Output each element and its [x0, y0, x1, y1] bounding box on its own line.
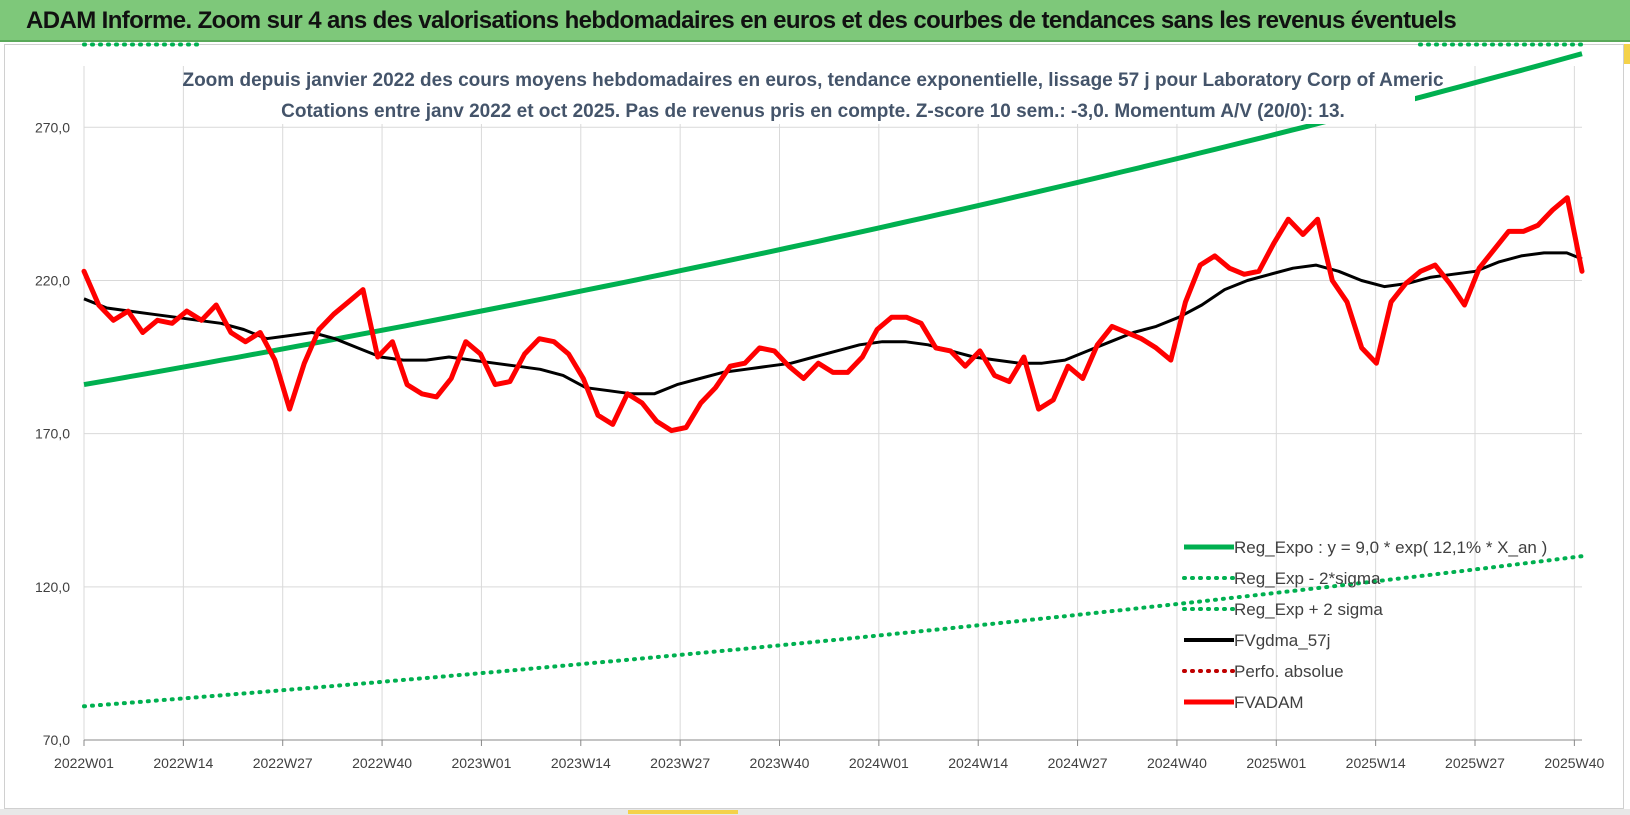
- x-tick-label: 2025W01: [1246, 755, 1306, 771]
- chart-frame: [4, 44, 1624, 809]
- subtitle-line-2: Cotations entre janv 2022 et oct 2025. P…: [281, 101, 1345, 122]
- y-tick-label: 70,0: [43, 732, 70, 748]
- report-title: ADAM Informe. Zoom sur 4 ans des valoris…: [26, 7, 1457, 34]
- y-tick-label: 120,0: [35, 579, 70, 595]
- subtitle-line-1: Zoom depuis janvier 2022 des cours moyen…: [182, 70, 1443, 91]
- x-tick-label: 2024W01: [849, 755, 909, 771]
- subtitle-background: [210, 58, 1415, 124]
- legend-label: FVADAM: [1234, 693, 1304, 712]
- x-tick-label: 2022W14: [153, 755, 213, 771]
- legend: Reg_Expo : y = 9,0 * exp( 12,1% * X_an )…: [1182, 538, 1547, 712]
- series-fvgdma-57j: [83, 251, 1583, 396]
- x-tick-label: 2022W01: [54, 755, 114, 771]
- series-reg-exp-2-sigma: [82, 554, 1584, 709]
- legend-label: Reg_Exp + 2 sigma: [1234, 600, 1383, 619]
- x-tick-label: 2024W14: [948, 755, 1008, 771]
- y-axis: 70,0 120,0 170,0 220,0 270,0: [35, 119, 70, 748]
- x-tick-label: 2025W40: [1544, 755, 1604, 771]
- x-tick-label: 2023W01: [451, 755, 511, 771]
- x-tick-label: 2023W40: [750, 755, 810, 771]
- x-tick-label: 2022W40: [352, 755, 412, 771]
- x-axis: 2022W01 2022W14 2022W27 2022W40 2023W01 2023W…: [54, 739, 1605, 771]
- y-tick-label: 170,0: [35, 426, 70, 442]
- y-tick-label: 220,0: [35, 272, 70, 288]
- header-banner: ADAM Informe. Zoom sur 4 ans des valoris…: [0, 0, 1630, 42]
- scrollbar-thumb[interactable]: [628, 810, 738, 814]
- x-tick-label: 2023W14: [551, 755, 611, 771]
- x-tick-label: 2025W14: [1346, 755, 1406, 771]
- x-tick-label: 2024W27: [1048, 755, 1108, 771]
- x-tick-label: 2024W40: [1147, 755, 1207, 771]
- bottom-scrollbar[interactable]: [0, 809, 1630, 815]
- x-tick-label: 2025W27: [1445, 755, 1505, 771]
- legend-label: Reg_Exp - 2*sigma: [1234, 569, 1381, 588]
- legend-label: Perfo. absolue: [1234, 662, 1344, 681]
- legend-label: Reg_Expo : y = 9,0 * exp( 12,1% * X_an ): [1234, 538, 1547, 557]
- series-fvadam: [81, 195, 1585, 434]
- y-tick-label: 270,0: [35, 119, 70, 135]
- x-tick-label: 2022W27: [253, 755, 313, 771]
- frame-handle[interactable]: [1624, 44, 1630, 64]
- x-tick-label: 2023W27: [650, 755, 710, 771]
- legend-label: FVgdma_57j: [1234, 631, 1330, 650]
